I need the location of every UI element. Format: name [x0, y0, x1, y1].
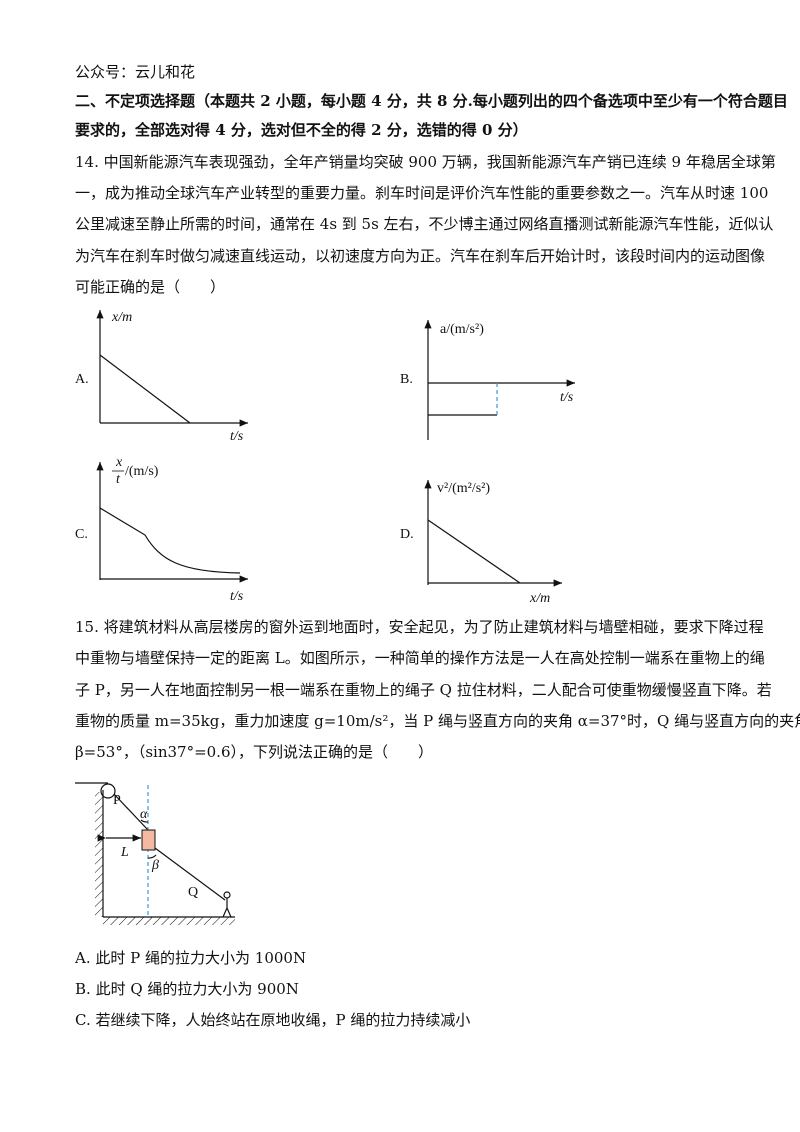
figure-label: Q — [188, 885, 198, 900]
graph-b: B. a/(m/s²) t/s — [400, 320, 575, 440]
graph-d: D. v²/(m²/s²) x/m — [400, 480, 562, 606]
option-label: A. — [75, 949, 91, 967]
y-axis-label: x/m — [111, 310, 132, 325]
question-line: 重物的质量 m=35kg，重力加速度 g=10m/s²，当 P 绳与竖直方向的夹… — [75, 712, 800, 730]
person — [222, 891, 232, 918]
question-line: 为汽车在刹车时做匀减速直线运动，以初速度方向为正。汽车在刹车后开始计时，该段时间… — [75, 247, 766, 265]
option-text: 此时 Q 绳的拉力大小为 900N — [95, 980, 299, 998]
weight — [141, 829, 156, 851]
figure-label: α — [140, 807, 148, 822]
x-axis-label: x/m — [529, 591, 550, 606]
y-axis-label-numerator: x — [115, 455, 123, 470]
rope-p — [113, 793, 149, 831]
graph-c: C. x t /(m/s) t/s — [75, 455, 248, 604]
figure-label: β — [151, 858, 159, 873]
y-axis-label: a/(m/s²) — [440, 322, 484, 337]
graph-a: A. x/m t/s — [75, 310, 248, 444]
section-line: 二、不定项选择题（本题共 2 小题，每小题 4 分，共 8 分.每小题列出的四个… — [75, 92, 788, 110]
angle-arc — [147, 854, 157, 859]
pulley — [100, 783, 116, 799]
graph-line — [427, 519, 521, 584]
option-label: B. — [400, 372, 413, 387]
y-axis-label-unit: /(m/s) — [125, 464, 159, 479]
option-text: 此时 P 绳的拉力大小为 1000N — [95, 949, 307, 967]
option-label: A. — [75, 372, 89, 387]
option: B. 此时 Q 绳的拉力大小为 900N — [75, 979, 299, 999]
x-axis-label: t/s — [560, 390, 574, 405]
angle-arc — [140, 819, 149, 823]
option-label: B. — [75, 980, 91, 998]
rope-q — [154, 847, 226, 901]
question-line: 公里减速至静止所需的时间，通常在 4s 到 5s 左右，不少博主通过网络直播测试… — [75, 215, 774, 233]
option-label: D. — [400, 527, 414, 542]
figure-15: P α L β Q — [75, 782, 235, 925]
section-line: 要求的，全部选对得 4 分，选对但不全的得 2 分，选错的得 0 分） — [75, 121, 528, 139]
x-axis-label: t/s — [230, 589, 244, 604]
graph-line — [99, 354, 191, 424]
question-line: β=53°，（sin37°=0.6），下列说法正确的是（ ） — [75, 743, 433, 761]
floor-hatch — [103, 917, 235, 925]
option-label: C. — [75, 1011, 91, 1029]
option-label: C. — [75, 527, 88, 542]
y-axis-label: v²/(m²/s²) — [437, 481, 490, 496]
question-line: 一，成为推动全球汽车产业转型的重要力量。刹车时间是评价汽车性能的重要参数之一。汽… — [75, 184, 769, 202]
question-line: 子 P，另一人在地面控制另一根一端系在重物上的绳子 Q 拉住材料，二人配合可使重… — [75, 681, 772, 699]
option: A. 此时 P 绳的拉力大小为 1000N — [75, 948, 306, 968]
option: C. 若继续下降，人始终站在原地收绳，P 绳的拉力持续减小 — [75, 1010, 470, 1030]
question-line: 可能正确的是（ ） — [75, 278, 226, 296]
option-text: 若继续下降，人始终站在原地收绳，P 绳的拉力持续减小 — [95, 1011, 471, 1029]
figure-label: P — [113, 793, 121, 808]
question-line: 中重物与墙壁保持一定的距离 L。如图所示，一种简单的操作方法是一人在高处控制一端… — [75, 649, 765, 667]
header: 公众号：云儿和花 — [75, 63, 196, 81]
x-axis-label: t/s — [230, 429, 244, 444]
question-line: 14. 中国新能源汽车表现强劲，全年产销量均突破 900 万辆，我国新能源汽车产… — [75, 153, 776, 171]
question-line: 15. 将建筑材料从高层楼房的窗外运到地面时，安全起见，为了防止建筑材料与墙壁相… — [75, 618, 764, 636]
wall-hatch — [95, 792, 103, 917]
y-axis-label-denominator: t — [116, 472, 121, 487]
figure-label: L — [120, 845, 129, 860]
graph-curve — [99, 507, 241, 574]
